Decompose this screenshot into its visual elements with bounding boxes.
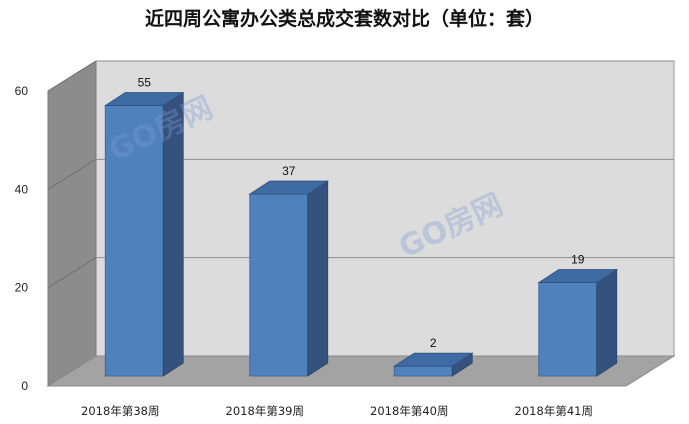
data-label: 37	[282, 164, 296, 178]
bar-side	[596, 268, 618, 377]
bar-top	[392, 352, 474, 367]
floor	[46, 355, 676, 387]
y-tick-label: 40	[15, 182, 29, 196]
bar	[538, 282, 598, 377]
data-label: 19	[571, 253, 585, 267]
side-wall	[47, 60, 97, 387]
gridline-side	[47, 158, 97, 190]
bar-top	[537, 269, 619, 283]
gridline-side	[47, 257, 97, 289]
bar	[249, 193, 309, 377]
y-tick-label: 20	[15, 281, 29, 295]
gridline-side	[47, 60, 97, 92]
y-tick-label: 60	[15, 84, 29, 98]
data-label: 2	[430, 336, 437, 350]
chart-title: 近四周公寓办公类总成交套数对比（单位：套）	[144, 8, 544, 30]
x-tick-label: 2018年第39周	[226, 404, 304, 418]
bar-top	[248, 180, 330, 195]
y-tick-label: 0	[21, 379, 28, 393]
bar-side	[307, 180, 329, 377]
x-tick-label: 2018年第38周	[81, 404, 159, 418]
x-tick-label: 2018年第41周	[515, 404, 593, 418]
bar	[104, 105, 164, 377]
bar	[393, 365, 453, 377]
x-tick-label: 2018年第40周	[370, 404, 448, 418]
bar-top	[103, 92, 185, 106]
data-label: 55	[138, 76, 152, 90]
